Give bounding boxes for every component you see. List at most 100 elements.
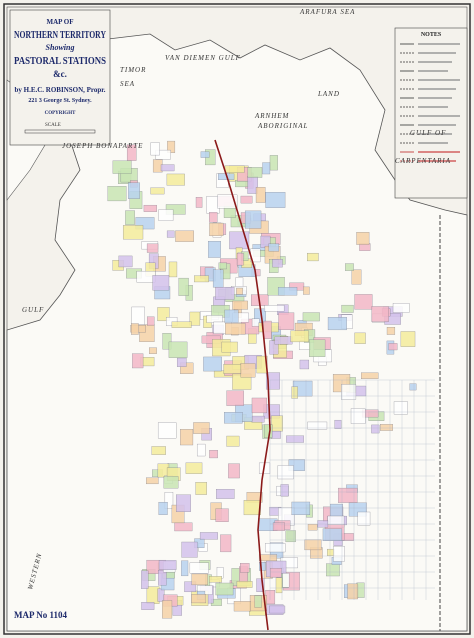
- station-block: [304, 539, 322, 551]
- station-block: [256, 578, 265, 592]
- station-block: [132, 353, 144, 369]
- station-block: [317, 520, 329, 528]
- station-block: [350, 408, 366, 424]
- station-block: [225, 323, 246, 335]
- station-block: [175, 230, 194, 242]
- station-block: [158, 560, 177, 570]
- station-block: [203, 356, 222, 372]
- station-block: [209, 449, 218, 459]
- station-block: [209, 222, 224, 237]
- station-block: [185, 462, 203, 474]
- map-number: MAP No 1104: [14, 610, 67, 620]
- title: PASTORAL STATIONS: [14, 56, 106, 67]
- sea-label: GULF OF: [410, 129, 446, 137]
- station-block: [168, 341, 188, 358]
- station-block: [265, 192, 286, 208]
- station-block: [351, 269, 362, 285]
- station-block: [199, 532, 218, 540]
- station-block: [166, 317, 178, 326]
- station-block: [269, 155, 278, 171]
- station-block: [322, 528, 342, 542]
- station-block: [217, 194, 238, 209]
- station-block: [118, 255, 133, 268]
- station-block: [270, 568, 282, 578]
- station-block: [278, 312, 295, 330]
- station-block: [167, 140, 176, 153]
- station-block: [303, 286, 310, 295]
- station-block: [299, 359, 310, 370]
- station-block: [371, 424, 380, 434]
- station-block: [243, 500, 261, 516]
- station-block: [131, 323, 139, 335]
- station-block: [195, 482, 207, 495]
- station-block: [307, 252, 319, 262]
- station-block: [221, 341, 238, 353]
- station-block: [341, 384, 357, 400]
- station-block: [269, 605, 286, 614]
- station-block: [107, 186, 127, 202]
- station-block: [152, 275, 170, 291]
- legend-rows: [400, 43, 460, 162]
- station-block: [345, 263, 354, 271]
- station-block: [158, 501, 168, 515]
- station-block: [160, 164, 175, 172]
- station-block: [215, 582, 234, 596]
- sea-label: ARAFURA SEA: [299, 8, 355, 16]
- station-block: [223, 364, 242, 374]
- station-block: [361, 372, 379, 380]
- station-block: [174, 522, 193, 532]
- station-block: [168, 261, 178, 278]
- station-block: [271, 430, 281, 439]
- station-block: [409, 383, 417, 391]
- station-block: [226, 435, 240, 447]
- scale-bar: [24, 129, 96, 134]
- border: [3, 3, 471, 635]
- station-block: [147, 316, 155, 326]
- station-block: [326, 563, 340, 577]
- station-block: [157, 307, 170, 322]
- station-block: [128, 182, 140, 199]
- address: 221 3 George St. Sydney.: [28, 98, 92, 104]
- station-block: [181, 560, 189, 577]
- station-block: [380, 424, 393, 431]
- station-block: [244, 210, 262, 229]
- station-block: [220, 534, 232, 553]
- station-block: [208, 240, 221, 258]
- station-block: [258, 554, 278, 562]
- legend-title: NOTES: [421, 32, 442, 38]
- station-block: [162, 333, 172, 350]
- station-block: [357, 511, 371, 526]
- station-block: [146, 477, 159, 485]
- station-block: [286, 435, 304, 443]
- station-block: [285, 530, 296, 543]
- title: MAP OF: [46, 18, 73, 26]
- station-block: [393, 401, 408, 415]
- station-block: [209, 576, 222, 583]
- station-block: [356, 232, 370, 245]
- station-block: [269, 340, 279, 355]
- station-block: [126, 144, 137, 161]
- station-block: [240, 195, 253, 204]
- station-block: [193, 422, 210, 434]
- station-block: [141, 602, 155, 610]
- station-block: [136, 270, 156, 283]
- station-block: [189, 562, 209, 574]
- station-block: [184, 581, 197, 593]
- station-block: [240, 563, 250, 573]
- station-block: [218, 262, 227, 270]
- station-block: [354, 332, 366, 344]
- station-block: [247, 167, 263, 178]
- station-block: [122, 225, 144, 240]
- station-block: [226, 390, 244, 406]
- station-block: [194, 275, 209, 283]
- station-block: [209, 212, 218, 223]
- station-block: [149, 347, 157, 354]
- station-block: [271, 415, 283, 432]
- station-block: [264, 424, 273, 438]
- station-block: [236, 287, 243, 295]
- station-block: [290, 330, 309, 343]
- station-block: [347, 583, 358, 600]
- station-block: [224, 309, 239, 323]
- station-block: [291, 501, 311, 516]
